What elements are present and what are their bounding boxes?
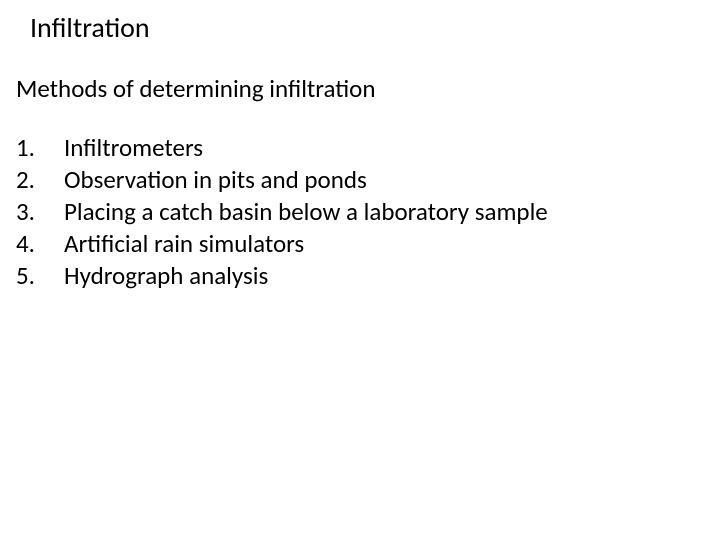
list-item: 3. Placing a catch basin below a laborat… [16,196,696,228]
list-item-number: 5. [16,260,64,292]
list-item-text: Hydrograph analysis [64,260,696,292]
list-item-text: Artificial rain simulators [64,228,696,260]
list-item-number: 4. [16,228,64,260]
list-item: 1. Infiltrometers [16,132,696,164]
slide-subtitle: Methods of determining infiltration [16,73,696,104]
list-item-text: Observation in pits and ponds [64,164,696,196]
slide-title: Infiltration [30,10,696,45]
list-item-text: Placing a catch basin below a laboratory… [64,196,696,228]
list-item-text: Infiltrometers [64,132,696,164]
list-item-number: 3. [16,196,64,228]
list-item: 2. Observation in pits and ponds [16,164,696,196]
list-item-number: 2. [16,164,64,196]
list-item: 5. Hydrograph analysis [16,260,696,292]
methods-list: 1. Infiltrometers 2. Observation in pits… [16,132,696,292]
list-item-number: 1. [16,132,64,164]
list-item: 4. Artificial rain simulators [16,228,696,260]
slide: Infiltration Methods of determining infi… [0,0,720,540]
